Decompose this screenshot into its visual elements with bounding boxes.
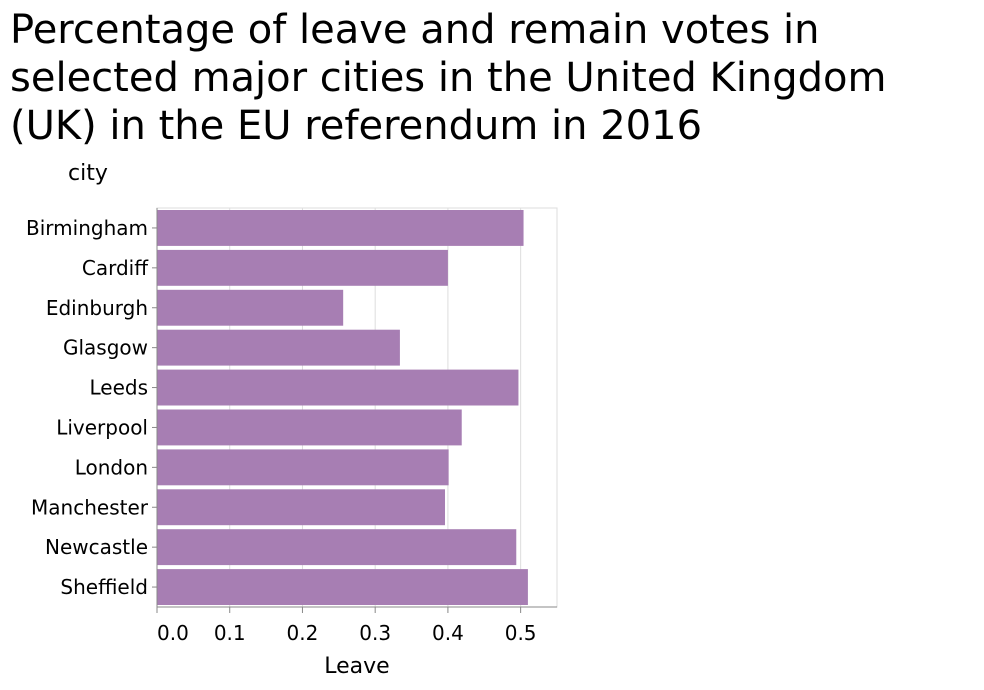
bar-glasgow [157,329,400,366]
bar-cardiff [157,249,448,286]
y-tick-label: Cardiff [82,256,149,280]
bar-newcastle [157,529,517,566]
bar-london [157,449,449,486]
x-tick-labels: 0.0 0.1 0.2 0.3 0.4 0.5 [157,621,537,645]
y-tick-label: Glasgow [63,336,148,360]
y-tick-label: Leeds [89,376,148,400]
x-tick-label: 0.5 [505,621,537,645]
bar-liverpool [157,409,462,446]
x-tick-label: 0.1 [214,621,246,645]
bar-sheffield [157,569,528,605]
x-tick-label: 0.0 [157,621,189,645]
y-tick-label: Birmingham [26,216,148,240]
y-tick-label: Liverpool [56,415,148,439]
y-tick-label: Sheffield [60,575,148,599]
chart-title: Percentage of leave and remain votes in … [10,7,887,149]
y-tick-label: Manchester [31,495,149,519]
axes [152,208,557,613]
bar-edinburgh [157,289,344,326]
y-tick-label: Edinburgh [46,296,148,320]
x-tick-label: 0.2 [287,621,319,645]
x-tick-label: 0.4 [432,621,464,645]
y-tick-label: Newcastle [45,535,148,559]
y-tick-label: London [75,455,148,479]
x-axis-title: Leave [324,654,389,679]
bar-birmingham [157,210,524,246]
bars [157,210,528,605]
x-tick-label: 0.3 [359,621,391,645]
y-tick-labels: Birmingham Cardiff Edinburgh Glasgow Leeds Li… [26,216,149,599]
bar-manchester [157,489,445,526]
y-axis-title: city [68,161,108,186]
bar-leeds [157,369,519,406]
